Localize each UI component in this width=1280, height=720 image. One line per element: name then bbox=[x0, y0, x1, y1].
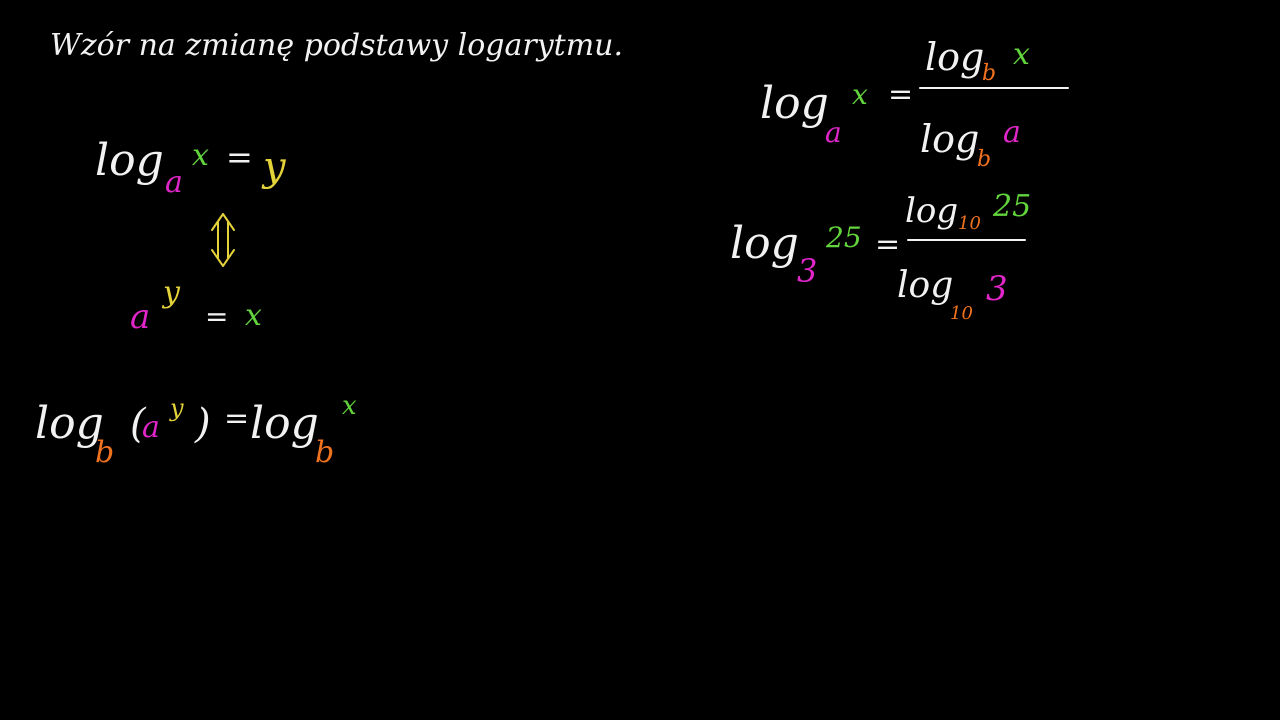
base: b bbox=[315, 435, 334, 470]
paren: ) bbox=[194, 401, 211, 447]
argument: x bbox=[245, 298, 262, 333]
log: log bbox=[730, 218, 799, 269]
equals: = bbox=[205, 300, 228, 333]
equivalence-arrow bbox=[211, 213, 235, 267]
argument: 25 bbox=[825, 221, 862, 254]
log: log bbox=[925, 35, 984, 79]
base: 10 bbox=[950, 303, 973, 324]
argument: a bbox=[1003, 115, 1021, 150]
equals: = bbox=[224, 401, 249, 436]
base: a bbox=[142, 410, 160, 445]
base: a bbox=[130, 297, 150, 337]
log: log bbox=[897, 265, 953, 306]
base: b bbox=[977, 147, 991, 172]
equals: = bbox=[888, 77, 913, 112]
log: log bbox=[35, 398, 104, 449]
log: log bbox=[95, 135, 164, 186]
base: 3 bbox=[797, 252, 817, 290]
equals: = bbox=[226, 138, 253, 176]
log: log bbox=[250, 398, 319, 449]
base: a bbox=[165, 165, 183, 200]
equals: = bbox=[875, 227, 900, 262]
argument: x bbox=[342, 391, 357, 421]
base: b bbox=[982, 61, 996, 86]
base: a bbox=[825, 116, 842, 149]
log: log bbox=[905, 191, 958, 231]
exponent: y bbox=[169, 394, 184, 422]
argument: 25 bbox=[992, 189, 1031, 224]
log: log bbox=[920, 117, 979, 161]
argument: x bbox=[852, 78, 868, 111]
exponent: y bbox=[161, 275, 181, 310]
argument: 3 bbox=[986, 269, 1008, 309]
argument: x bbox=[192, 138, 209, 173]
result: y bbox=[261, 144, 287, 190]
title: Wzór na zmianę podstawy logarytmu. bbox=[50, 28, 623, 63]
log: log bbox=[760, 78, 829, 129]
paren: ( bbox=[130, 401, 147, 447]
argument: x bbox=[1013, 37, 1030, 72]
base: b bbox=[95, 435, 114, 470]
base: 10 bbox=[958, 213, 981, 234]
